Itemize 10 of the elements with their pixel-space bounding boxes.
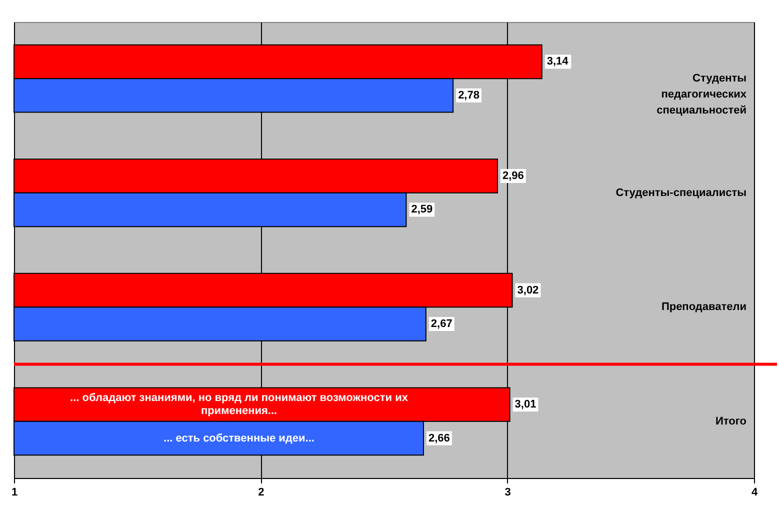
x-tick-label: 2 xyxy=(258,486,264,498)
x-tick-label: 1 xyxy=(11,486,18,498)
y-tick-label: Итого xyxy=(715,415,747,428)
series-label: ... есть собственные идеи... xyxy=(164,432,314,444)
y-tick-label: Студенты-специалисты xyxy=(616,186,746,199)
x-tick-label: 3 xyxy=(504,486,511,498)
y-tick-label: Преподаватели xyxy=(661,301,746,314)
x-tick-label: 4 xyxy=(751,486,758,498)
series-label: ... обладают знаниями, но вряд ли понимают возможности их применения... xyxy=(70,392,409,418)
y-tick-label: Студенты педагогических специальностей xyxy=(656,72,748,117)
